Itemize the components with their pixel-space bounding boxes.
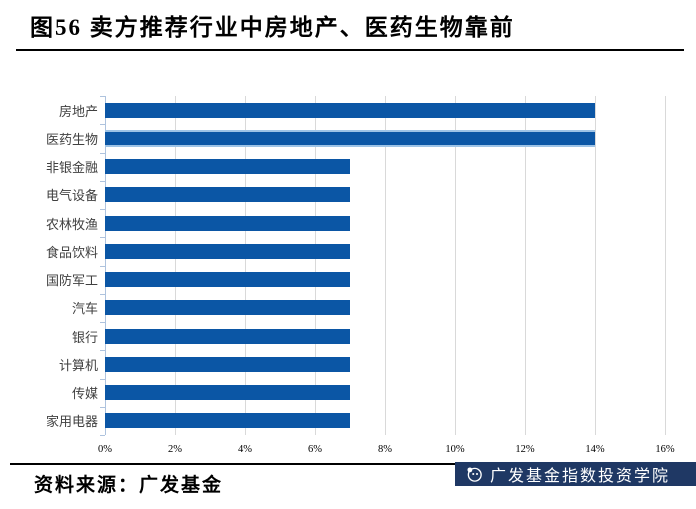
axis-tick	[100, 237, 105, 239]
axis-tick	[100, 406, 105, 408]
category-label: 传媒	[71, 386, 98, 402]
plot-area	[100, 96, 666, 436]
axis-tick	[100, 293, 105, 295]
category-label: 计算机	[58, 357, 98, 373]
category-label: 房地产	[58, 103, 98, 119]
x-tick-label: 8%	[378, 444, 392, 455]
category-label: 农林牧渔	[45, 216, 98, 232]
category-label: 食品饮料	[45, 244, 98, 260]
x-tick-label: 14%	[585, 444, 605, 455]
figure-title: 图56 卖方推荐行业中房地产、医药生物靠前	[30, 15, 515, 40]
gf-logo-icon	[467, 467, 482, 482]
brand-badge-label: 广发基金指数投资学院	[490, 468, 671, 485]
axis-tick	[100, 180, 105, 182]
bar-chart: 房地产医药生物非银金融电气设备农林牧渔食品饮料国防军工汽车银行计算机传媒家用电器	[20, 96, 666, 436]
x-tick-label: 12%	[515, 444, 535, 455]
bar	[105, 413, 350, 429]
x-tick-label: 2%	[168, 444, 182, 455]
category-axis-line	[105, 96, 106, 435]
brand-badge: 广发基金指数投资学院	[455, 462, 696, 486]
axis-tick	[100, 124, 105, 126]
axis-tick	[100, 96, 105, 97]
bar	[105, 272, 350, 288]
source-note: 资料来源：广发基金	[34, 475, 224, 496]
gridline	[455, 96, 456, 435]
x-tick-label: 4%	[238, 444, 252, 455]
category-label: 家用电器	[45, 414, 98, 430]
x-tick-label: 16%	[655, 444, 675, 455]
gridline	[665, 96, 666, 435]
gridline	[385, 96, 386, 435]
bar	[105, 385, 350, 401]
axis-tick	[100, 378, 105, 380]
axis-tick	[100, 350, 105, 352]
category-label: 电气设备	[45, 188, 98, 204]
axis-tick	[100, 265, 105, 267]
axis-tick	[100, 322, 105, 323]
bar	[105, 328, 350, 344]
category-label: 非银金融	[45, 160, 98, 176]
gridline	[525, 96, 526, 435]
x-tick-label: 6%	[308, 444, 322, 455]
x-tick-label: 0%	[98, 444, 112, 455]
axis-tick	[100, 435, 105, 436]
category-label: 国防军工	[45, 273, 98, 289]
footer-divider	[10, 463, 686, 465]
axis-tick	[100, 209, 105, 210]
x-tick-label: 10%	[445, 444, 465, 455]
gridline	[315, 96, 316, 435]
bar	[105, 187, 350, 203]
category-label: 银行	[71, 329, 98, 345]
category-axis: 房地产医药生物非银金融电气设备农林牧渔食品饮料国防军工汽车银行计算机传媒家用电器	[20, 96, 105, 435]
title-divider	[16, 49, 684, 51]
bar	[105, 243, 350, 259]
category-label: 医药生物	[45, 131, 98, 147]
bar	[105, 102, 595, 118]
bar	[105, 215, 350, 231]
category-label: 汽车	[71, 301, 98, 317]
bar	[105, 129, 595, 147]
bar	[105, 356, 350, 372]
bar	[105, 159, 350, 175]
value-axis: 0% 2% 4% 6% 8% 10% 12% 14% 16%	[98, 444, 675, 458]
axis-tick	[100, 152, 105, 154]
bar	[105, 300, 350, 316]
gridline	[595, 96, 596, 435]
gridline	[175, 96, 176, 435]
gridline	[245, 96, 246, 435]
